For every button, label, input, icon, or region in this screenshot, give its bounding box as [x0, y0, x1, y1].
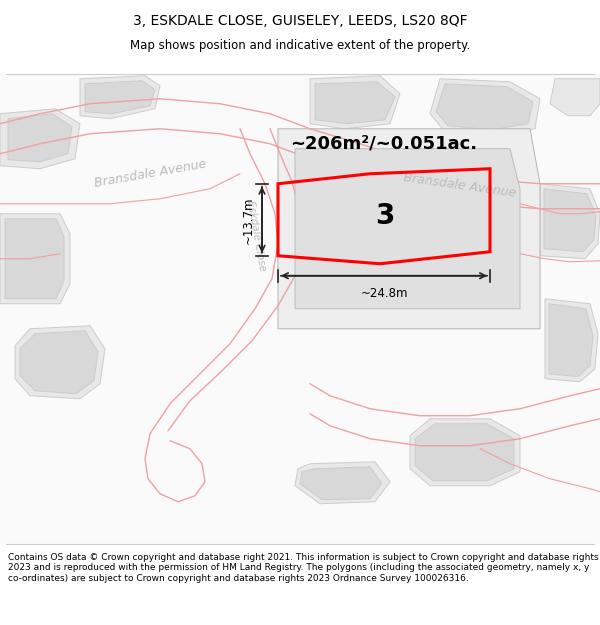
- Polygon shape: [5, 219, 64, 299]
- Text: Map shows position and indicative extent of the property.: Map shows position and indicative extent…: [130, 39, 470, 52]
- Polygon shape: [544, 189, 596, 252]
- Polygon shape: [310, 76, 400, 129]
- Polygon shape: [0, 109, 80, 169]
- Polygon shape: [545, 299, 598, 382]
- Text: 3, ESKDALE CLOSE, GUISELEY, LEEDS, LS20 8QF: 3, ESKDALE CLOSE, GUISELEY, LEEDS, LS20 …: [133, 14, 467, 28]
- Polygon shape: [295, 149, 520, 309]
- Polygon shape: [15, 326, 105, 399]
- Polygon shape: [80, 76, 160, 119]
- Polygon shape: [315, 82, 395, 124]
- Polygon shape: [550, 79, 600, 116]
- Polygon shape: [0, 214, 70, 304]
- Polygon shape: [278, 129, 540, 329]
- Polygon shape: [8, 114, 72, 162]
- Polygon shape: [549, 304, 593, 377]
- Text: Bransdale Avenue: Bransdale Avenue: [93, 158, 207, 190]
- Text: Contains OS data © Crown copyright and database right 2021. This information is : Contains OS data © Crown copyright and d…: [8, 552, 599, 582]
- Polygon shape: [300, 467, 382, 500]
- Text: ~206m²/~0.051ac.: ~206m²/~0.051ac.: [290, 135, 477, 152]
- Text: Bransdale Avenue: Bransdale Avenue: [403, 171, 517, 200]
- Text: ~24.8m: ~24.8m: [360, 288, 408, 300]
- Polygon shape: [410, 419, 520, 486]
- Text: ~13.7m: ~13.7m: [241, 196, 254, 244]
- Polygon shape: [430, 79, 540, 136]
- Polygon shape: [415, 424, 514, 481]
- Polygon shape: [436, 84, 533, 130]
- Polygon shape: [20, 331, 98, 394]
- Polygon shape: [295, 462, 390, 504]
- Text: Eskdale Close: Eskdale Close: [245, 199, 267, 272]
- Text: 3: 3: [376, 202, 395, 230]
- Polygon shape: [85, 81, 155, 114]
- Polygon shape: [540, 184, 600, 259]
